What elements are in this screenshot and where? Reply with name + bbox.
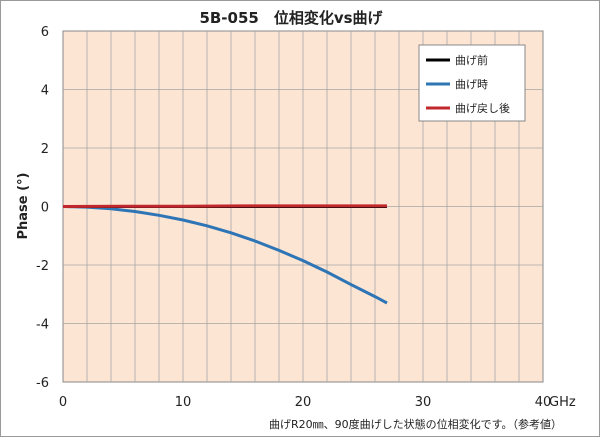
series-line: [62, 204, 387, 208]
legend-label: 曲げ時: [455, 78, 488, 91]
x-tick-label: 0: [59, 395, 67, 410]
y-tick-label: 4: [41, 84, 49, 99]
y-tick-label: 0: [41, 201, 49, 216]
y-tick-label: -2: [36, 259, 49, 274]
legend-label: 曲げ戻し後: [455, 101, 510, 115]
x-axis-label: GHz: [549, 395, 576, 410]
legend-label: 曲げ前: [455, 53, 488, 67]
x-tick-label: 10: [175, 395, 192, 410]
x-tick-label: 20: [295, 395, 312, 410]
chart-title: 5B-055 位相変化vs曲げ: [199, 9, 383, 27]
y-tick-label: 6: [41, 25, 49, 40]
x-tick-label: 40: [535, 395, 552, 410]
y-axis-label: Phase (°): [16, 172, 31, 239]
series-lines: [62, 204, 388, 305]
chart-note: 曲げR20㎜、90度曲げした状態の位相変化です。（参考値）: [269, 417, 562, 431]
y-tick-label: -4: [36, 318, 49, 333]
series-line: [62, 205, 388, 305]
y-tick-label: -6: [36, 376, 49, 391]
y-tick-label: 2: [41, 142, 49, 157]
x-tick-label: 30: [415, 395, 432, 410]
